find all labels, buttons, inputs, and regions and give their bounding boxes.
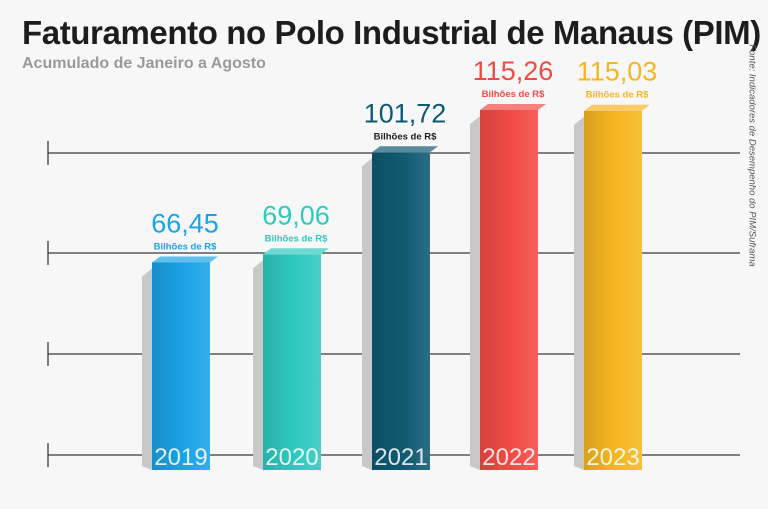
bars: [142, 104, 650, 470]
category-label: 2023: [586, 444, 639, 471]
unit-label: Bilhões de R$: [374, 131, 438, 142]
bar-top: [584, 104, 650, 111]
unit-label: Bilhões de R$: [586, 90, 650, 101]
bar-2021: [372, 152, 430, 470]
unit-label: Bilhões de R$: [265, 233, 329, 244]
bar-2022: [480, 110, 538, 470]
bar-2019: [152, 262, 210, 470]
category-label: 2021: [374, 444, 427, 471]
unit-label: Bilhões de R$: [154, 241, 218, 252]
bar-shadow: [142, 268, 152, 470]
chart-title: Faturamento no Polo Industrial de Manaus…: [22, 14, 761, 51]
value-label: 66,45: [151, 208, 219, 238]
category-label: 2022: [482, 444, 535, 471]
bar-labels: 2019 66,45 Bilhões de R$ 2020 69,06 Bilhões d…: [151, 56, 657, 471]
category-label: 2019: [154, 444, 207, 471]
bar-shadow: [253, 260, 263, 470]
bar-shadow: [574, 116, 584, 470]
chart-subtitle: Acumulado de Janeiro a Agosto: [22, 55, 266, 72]
value-label: 115,03: [577, 57, 658, 87]
bar-top: [372, 146, 438, 153]
value-label: 69,06: [262, 200, 330, 230]
value-label: 115,26: [473, 56, 554, 86]
bar-shadow: [362, 158, 372, 470]
bar-shadow: [470, 116, 480, 470]
bar-top: [263, 248, 329, 255]
value-label: 101,72: [364, 98, 447, 128]
category-label: 2020: [265, 444, 318, 471]
bar-2023: [584, 110, 642, 470]
bar-top: [152, 256, 218, 263]
bar-top: [480, 104, 546, 110]
unit-label: Bilhões de R$: [482, 89, 546, 100]
bar-2020: [263, 254, 321, 470]
